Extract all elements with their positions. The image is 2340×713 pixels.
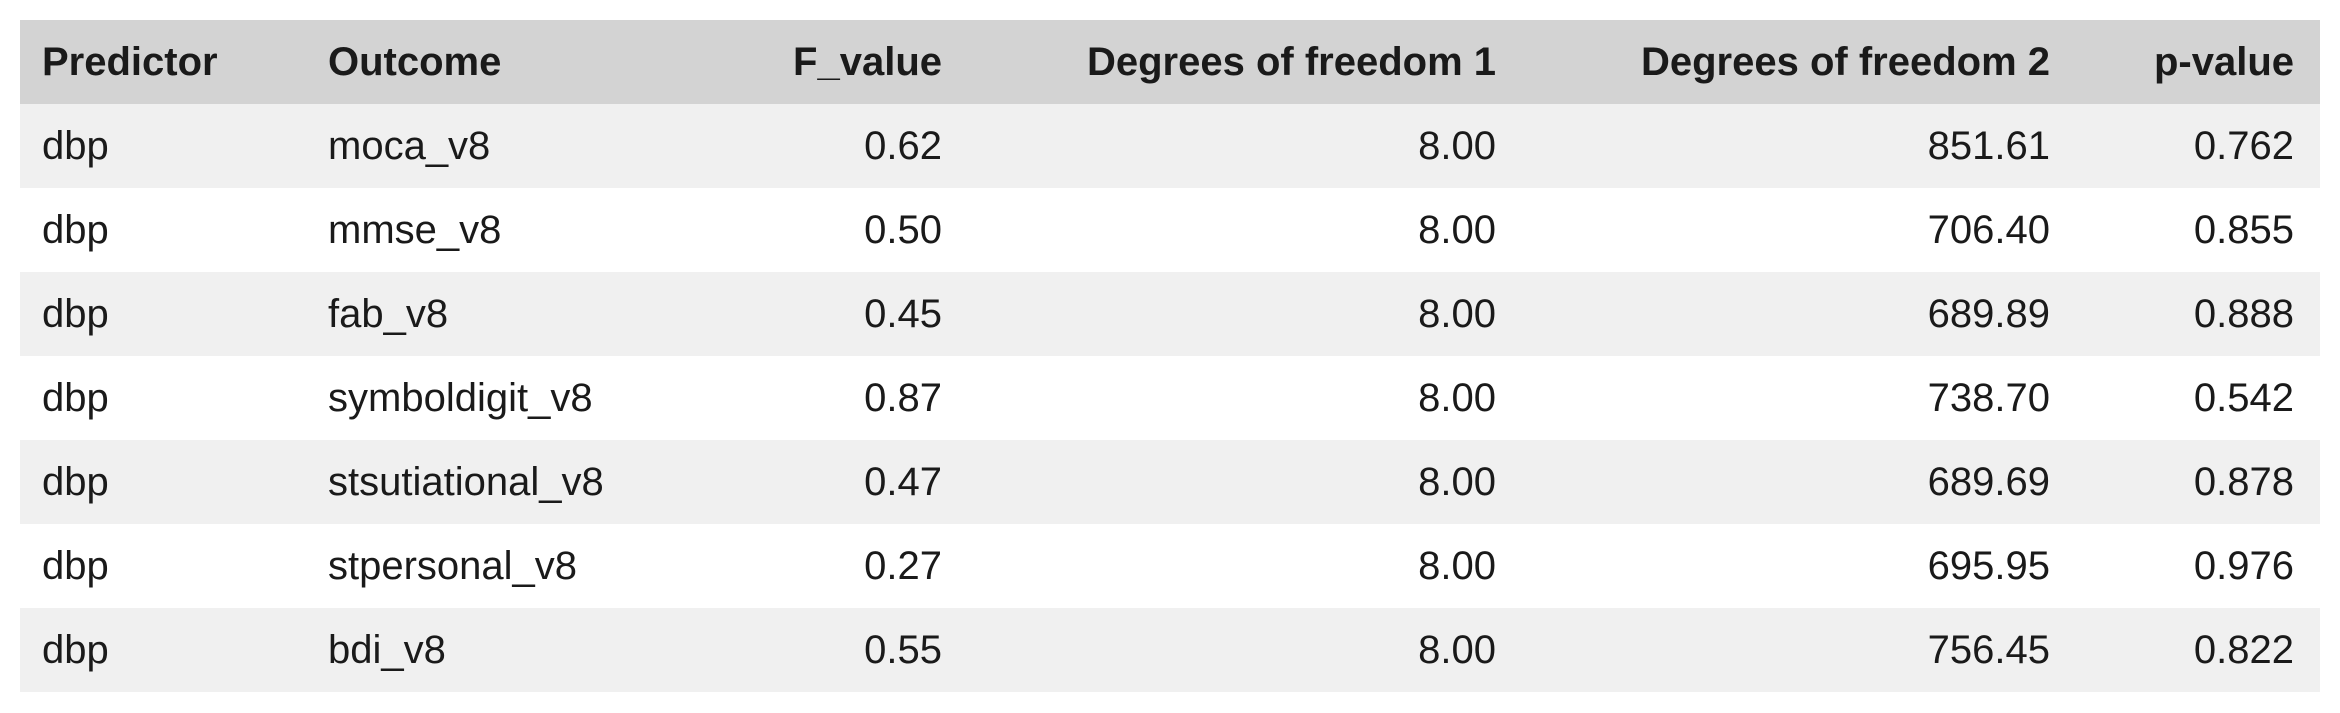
table-row: dbp bdi_v8 0.55 8.00 756.45 0.822: [20, 608, 2320, 692]
cell-f-value: 0.47: [662, 440, 968, 524]
cell-p-value: 0.762: [2076, 104, 2320, 188]
cell-p-value: 0.855: [2076, 188, 2320, 272]
column-header-df1: Degrees of freedom 1: [968, 20, 1522, 104]
cell-df2: 706.40: [1522, 188, 2076, 272]
cell-df1: 8.00: [968, 440, 1522, 524]
column-header-outcome: Outcome: [306, 20, 662, 104]
table-row: dbp symboldigit_v8 0.87 8.00 738.70 0.54…: [20, 356, 2320, 440]
cell-df2: 689.69: [1522, 440, 2076, 524]
cell-outcome: bdi_v8: [306, 608, 662, 692]
cell-predictor: dbp: [20, 524, 306, 608]
cell-p-value: 0.878: [2076, 440, 2320, 524]
column-header-predictor: Predictor: [20, 20, 306, 104]
cell-df1: 8.00: [968, 608, 1522, 692]
cell-df1: 8.00: [968, 524, 1522, 608]
table-row: dbp fab_v8 0.45 8.00 689.89 0.888: [20, 272, 2320, 356]
cell-f-value: 0.87: [662, 356, 968, 440]
cell-outcome: mmse_v8: [306, 188, 662, 272]
column-header-df2: Degrees of freedom 2: [1522, 20, 2076, 104]
cell-p-value: 0.888: [2076, 272, 2320, 356]
cell-p-value: 0.542: [2076, 356, 2320, 440]
cell-f-value: 0.55: [662, 608, 968, 692]
cell-f-value: 0.62: [662, 104, 968, 188]
cell-f-value: 0.27: [662, 524, 968, 608]
table-row: dbp moca_v8 0.62 8.00 851.61 0.762: [20, 104, 2320, 188]
cell-outcome: symboldigit_v8: [306, 356, 662, 440]
cell-outcome: stpersonal_v8: [306, 524, 662, 608]
cell-predictor: dbp: [20, 356, 306, 440]
cell-df1: 8.00: [968, 272, 1522, 356]
column-header-p-value: p-value: [2076, 20, 2320, 104]
cell-predictor: dbp: [20, 608, 306, 692]
cell-outcome: fab_v8: [306, 272, 662, 356]
cell-f-value: 0.50: [662, 188, 968, 272]
cell-predictor: dbp: [20, 440, 306, 524]
table-header-row: Predictor Outcome F_value Degrees of fre…: [20, 20, 2320, 104]
table-row: dbp mmse_v8 0.50 8.00 706.40 0.855: [20, 188, 2320, 272]
results-table: Predictor Outcome F_value Degrees of fre…: [20, 20, 2320, 692]
table-row: dbp stsutiational_v8 0.47 8.00 689.69 0.…: [20, 440, 2320, 524]
column-header-f-value: F_value: [662, 20, 968, 104]
cell-df2: 738.70: [1522, 356, 2076, 440]
cell-df2: 695.95: [1522, 524, 2076, 608]
cell-df1: 8.00: [968, 188, 1522, 272]
cell-p-value: 0.976: [2076, 524, 2320, 608]
cell-f-value: 0.45: [662, 272, 968, 356]
cell-p-value: 0.822: [2076, 608, 2320, 692]
cell-df2: 689.89: [1522, 272, 2076, 356]
cell-df1: 8.00: [968, 356, 1522, 440]
cell-predictor: dbp: [20, 272, 306, 356]
results-table-container: Predictor Outcome F_value Degrees of fre…: [20, 20, 2320, 692]
cell-df2: 756.45: [1522, 608, 2076, 692]
cell-predictor: dbp: [20, 188, 306, 272]
cell-outcome: moca_v8: [306, 104, 662, 188]
cell-outcome: stsutiational_v8: [306, 440, 662, 524]
table-row: dbp stpersonal_v8 0.27 8.00 695.95 0.976: [20, 524, 2320, 608]
cell-predictor: dbp: [20, 104, 306, 188]
cell-df1: 8.00: [968, 104, 1522, 188]
cell-df2: 851.61: [1522, 104, 2076, 188]
